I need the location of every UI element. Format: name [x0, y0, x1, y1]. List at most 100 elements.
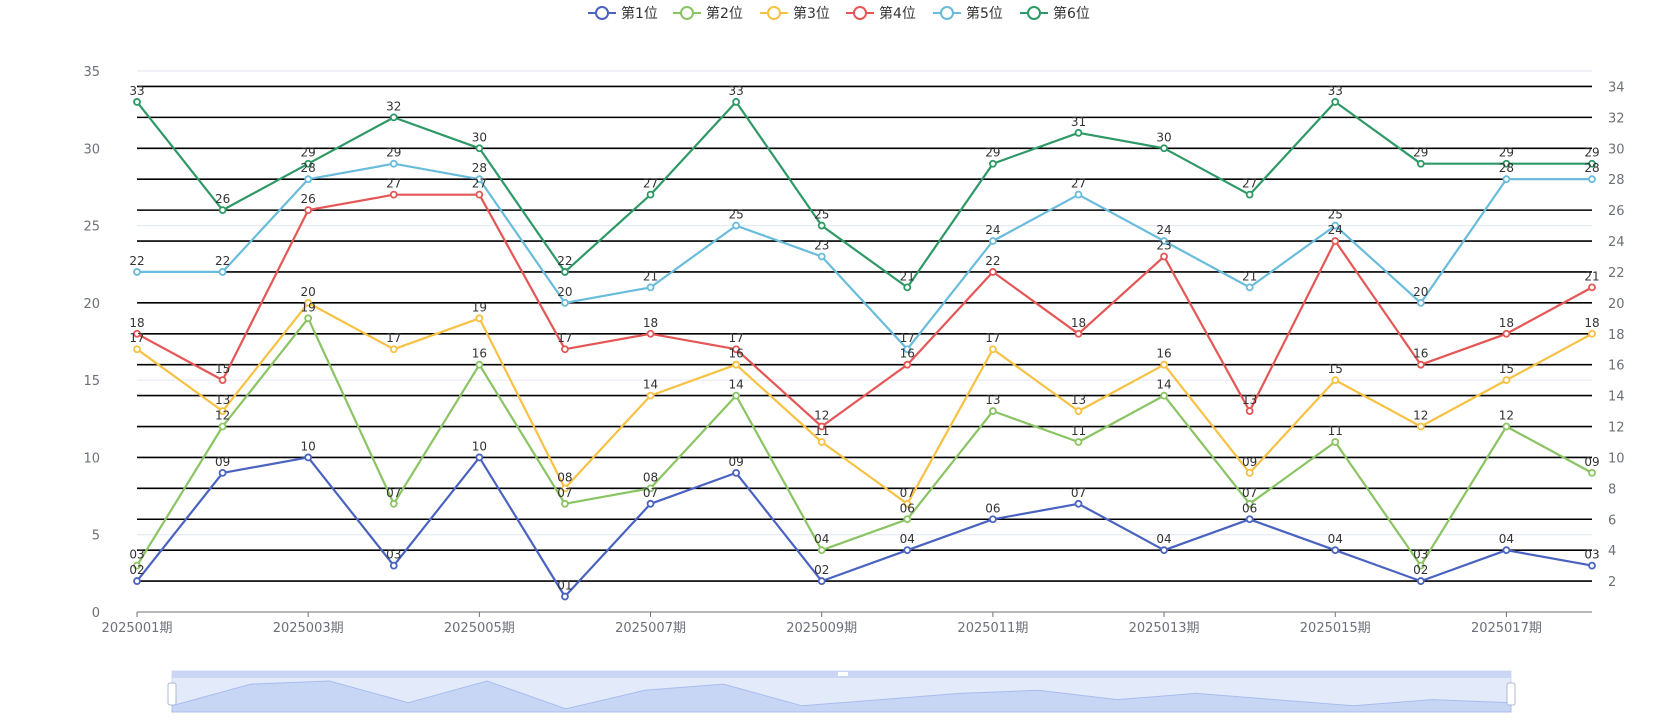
- point-4-17[interactable]: [1503, 331, 1509, 337]
- point-1-17[interactable]: [1503, 547, 1509, 553]
- legend-item-3[interactable]: 第3位: [760, 5, 830, 22]
- point-4-5[interactable]: [476, 192, 482, 198]
- point-1-3[interactable]: [305, 454, 311, 460]
- point-3-4[interactable]: [391, 346, 397, 352]
- point-6-4[interactable]: [391, 114, 397, 120]
- point-6-13[interactable]: [1161, 145, 1167, 151]
- point-5-11[interactable]: [990, 238, 996, 244]
- point-1-4[interactable]: [391, 563, 397, 569]
- point-3-8[interactable]: [733, 362, 739, 368]
- point-2-2[interactable]: [220, 424, 226, 430]
- point-1-18[interactable]: [1589, 563, 1595, 569]
- point-6-10[interactable]: [904, 284, 910, 290]
- point-4-13[interactable]: [1161, 253, 1167, 259]
- legend-item-2[interactable]: 第2位: [673, 5, 743, 22]
- point-1-8[interactable]: [733, 470, 739, 476]
- point-1-5[interactable]: [476, 454, 482, 460]
- point-3-17[interactable]: [1503, 377, 1509, 383]
- point-6-7[interactable]: [648, 192, 654, 198]
- point-3-7[interactable]: [648, 393, 654, 399]
- point-4-18[interactable]: [1589, 284, 1595, 290]
- point-2-4[interactable]: [391, 501, 397, 507]
- point-1-12[interactable]: [1075, 501, 1081, 507]
- point-5-17[interactable]: [1503, 176, 1509, 182]
- point-1-7[interactable]: [648, 501, 654, 507]
- point-6-12[interactable]: [1075, 130, 1081, 136]
- point-6-11[interactable]: [990, 161, 996, 167]
- point-1-6[interactable]: [562, 594, 568, 600]
- point-2-13[interactable]: [1161, 393, 1167, 399]
- point-5-8[interactable]: [733, 223, 739, 229]
- point-2-17[interactable]: [1503, 424, 1509, 430]
- point-4-15[interactable]: [1332, 238, 1338, 244]
- point-4-11[interactable]: [990, 269, 996, 275]
- point-2-6[interactable]: [562, 501, 568, 507]
- point-2-9[interactable]: [819, 547, 825, 553]
- point-3-16[interactable]: [1418, 424, 1424, 430]
- point-6-6[interactable]: [562, 269, 568, 275]
- point-5-12[interactable]: [1075, 192, 1081, 198]
- point-6-15[interactable]: [1332, 99, 1338, 105]
- point-4-6[interactable]: [562, 346, 568, 352]
- point-2-10[interactable]: [904, 516, 910, 522]
- point-5-6[interactable]: [562, 300, 568, 306]
- legend-item-5[interactable]: 第5位: [933, 5, 1003, 22]
- point-6-9[interactable]: [819, 223, 825, 229]
- point-1-10[interactable]: [904, 547, 910, 553]
- point-3-14[interactable]: [1247, 470, 1253, 476]
- point-2-12[interactable]: [1075, 439, 1081, 445]
- point-5-14[interactable]: [1247, 284, 1253, 290]
- point-3-9[interactable]: [819, 439, 825, 445]
- point-5-4[interactable]: [391, 161, 397, 167]
- point-6-16[interactable]: [1418, 161, 1424, 167]
- point-4-16[interactable]: [1418, 362, 1424, 368]
- point-3-13[interactable]: [1161, 362, 1167, 368]
- zoom-handle-right[interactable]: [1507, 683, 1515, 705]
- point-3-15[interactable]: [1332, 377, 1338, 383]
- point-3-1[interactable]: [134, 346, 140, 352]
- point-6-2[interactable]: [220, 207, 226, 213]
- point-1-2[interactable]: [220, 470, 226, 476]
- point-2-3[interactable]: [305, 315, 311, 321]
- point-1-1[interactable]: [134, 578, 140, 584]
- point-4-10[interactable]: [904, 362, 910, 368]
- point-5-2[interactable]: [220, 269, 226, 275]
- legend-item-6[interactable]: 第6位: [1020, 5, 1090, 22]
- point-1-9[interactable]: [819, 578, 825, 584]
- point-5-1[interactable]: [134, 269, 140, 275]
- point-4-14[interactable]: [1247, 408, 1253, 414]
- point-5-3[interactable]: [305, 176, 311, 182]
- legend-item-4[interactable]: 第4位: [846, 5, 916, 22]
- point-5-9[interactable]: [819, 253, 825, 259]
- point-4-3[interactable]: [305, 207, 311, 213]
- point-1-11[interactable]: [990, 516, 996, 522]
- point-1-14[interactable]: [1247, 516, 1253, 522]
- point-6-1[interactable]: [134, 99, 140, 105]
- point-2-11[interactable]: [990, 408, 996, 414]
- point-6-14[interactable]: [1247, 192, 1253, 198]
- point-5-16[interactable]: [1418, 300, 1424, 306]
- point-3-5[interactable]: [476, 315, 482, 321]
- point-2-8[interactable]: [733, 393, 739, 399]
- point-5-7[interactable]: [648, 284, 654, 290]
- point-4-4[interactable]: [391, 192, 397, 198]
- point-1-13[interactable]: [1161, 547, 1167, 553]
- point-4-12[interactable]: [1075, 331, 1081, 337]
- point-2-15[interactable]: [1332, 439, 1338, 445]
- point-3-11[interactable]: [990, 346, 996, 352]
- legend-item-1[interactable]: 第1位: [588, 5, 658, 22]
- point-5-18[interactable]: [1589, 176, 1595, 182]
- data-zoom-slider[interactable]: [168, 671, 1515, 712]
- point-6-5[interactable]: [476, 145, 482, 151]
- zoom-handle-left[interactable]: [168, 683, 176, 705]
- point-1-16[interactable]: [1418, 578, 1424, 584]
- point-4-7[interactable]: [648, 331, 654, 337]
- point-6-8[interactable]: [733, 99, 739, 105]
- point-2-5[interactable]: [476, 362, 482, 368]
- point-2-18[interactable]: [1589, 470, 1595, 476]
- point-3-18[interactable]: [1589, 331, 1595, 337]
- zoom-drag-grip[interactable]: [838, 672, 848, 676]
- point-1-15[interactable]: [1332, 547, 1338, 553]
- point-3-12[interactable]: [1075, 408, 1081, 414]
- point-4-2[interactable]: [220, 377, 226, 383]
